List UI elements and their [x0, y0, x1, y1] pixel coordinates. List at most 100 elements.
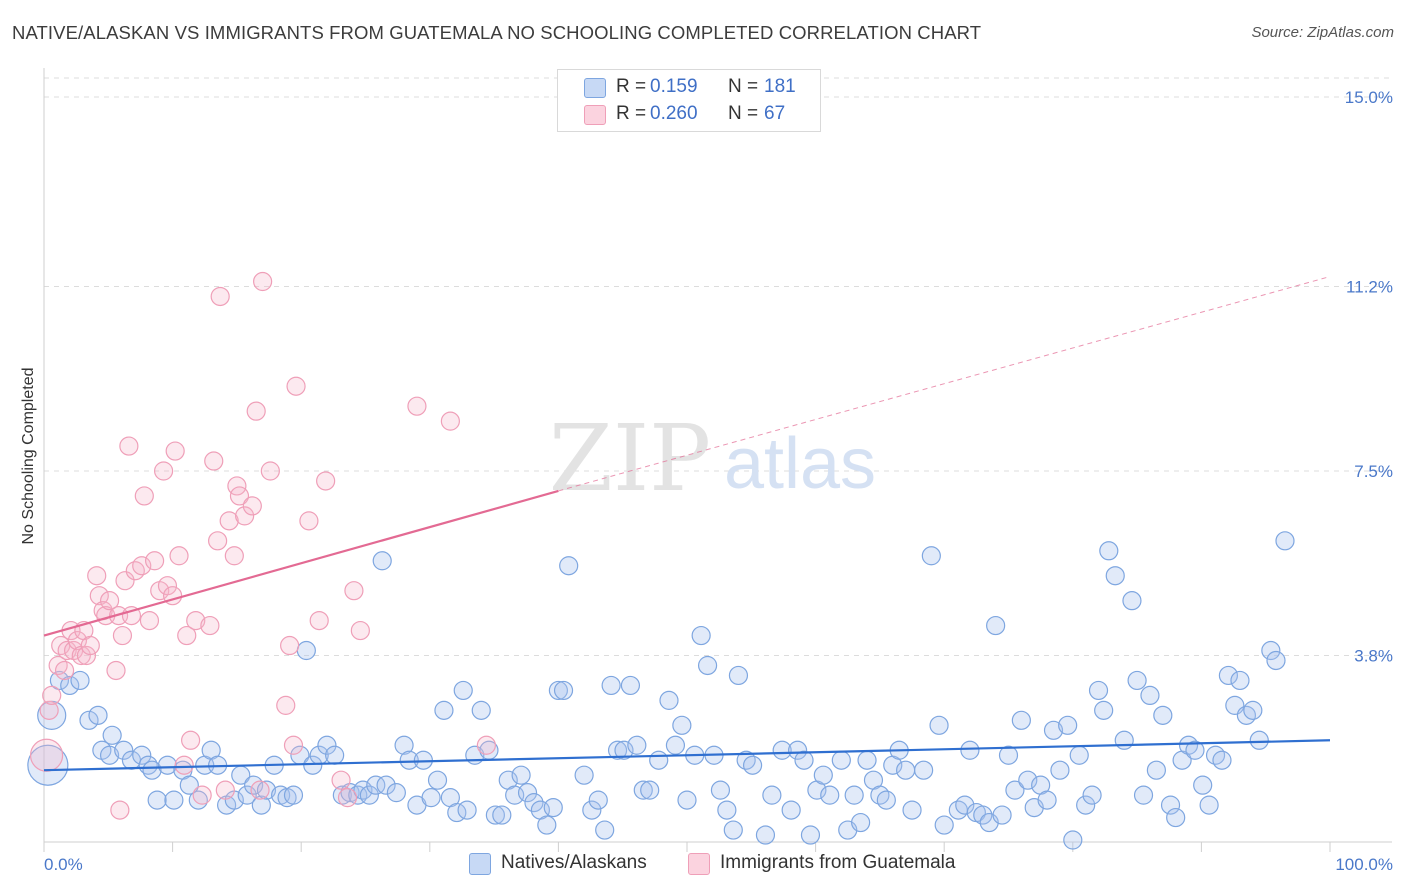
point-guatemala [125, 561, 145, 581]
point-natives [665, 735, 686, 755]
legend-n-label: N = [728, 103, 759, 124]
chart-title: NATIVE/ALASKAN VS IMMIGRANTS FROM GUATEM… [12, 22, 982, 43]
point-natives [1011, 710, 1031, 730]
point-natives [755, 825, 776, 845]
point-natives [421, 788, 441, 808]
point-guatemala [112, 625, 133, 646]
bottom-legend: Natives/Alaskans Immigrants from Guatema… [0, 852, 1406, 878]
point-guatemala [42, 685, 62, 706]
point-natives [524, 793, 544, 813]
point-natives [1275, 531, 1295, 551]
bottom-legend-swatch-natives [469, 853, 491, 875]
series-guatemala [29, 271, 496, 820]
point-guatemala [177, 625, 197, 646]
point-natives [394, 735, 414, 755]
axes [43, 68, 1392, 852]
point-natives [132, 745, 152, 765]
point-guatemala [87, 566, 107, 586]
trend-line-guatemala [43, 489, 559, 637]
point-natives [157, 755, 178, 775]
point-guatemala [169, 546, 189, 566]
point-natives [164, 790, 184, 810]
point-guatemala [219, 511, 239, 531]
point-natives [574, 765, 594, 785]
point-natives [717, 800, 737, 820]
point-natives [114, 740, 134, 760]
point-guatemala [119, 436, 139, 456]
point-natives [677, 790, 697, 810]
point-guatemala [337, 788, 358, 808]
point-guatemala [286, 376, 306, 396]
point-natives [142, 760, 162, 780]
point-natives [1261, 640, 1281, 661]
point-natives [1212, 750, 1232, 770]
data-points [27, 271, 1295, 850]
point-natives [553, 680, 574, 701]
point-natives [588, 790, 608, 810]
trend-lines [43, 276, 1331, 772]
point-guatemala [210, 286, 230, 307]
point-natives [960, 740, 980, 760]
point-natives [79, 710, 99, 730]
point-guatemala [99, 591, 120, 611]
point-natives [772, 740, 792, 760]
point-guatemala [106, 660, 126, 681]
point-natives [517, 783, 538, 803]
bottom-legend-label-natives: Natives/Alaskans [501, 852, 647, 873]
point-guatemala [276, 695, 296, 715]
point-natives [870, 785, 890, 805]
point-natives [640, 780, 660, 800]
point-natives [1266, 650, 1286, 671]
point-natives [762, 785, 782, 805]
point-guatemala [253, 271, 273, 292]
point-guatemala [39, 700, 59, 720]
y-tick-label: 15.0% [1345, 88, 1393, 107]
point-natives [813, 765, 833, 785]
point-natives [973, 805, 993, 825]
y-tick-label: 3.8% [1354, 647, 1393, 666]
point-natives [147, 790, 167, 810]
point-natives [857, 750, 877, 770]
bottom-legend-label-guatemala: Immigrants from Guatemala [720, 852, 956, 873]
point-natives [434, 700, 454, 720]
point-guatemala [224, 546, 244, 566]
legend-r-value: 0.260 [650, 103, 698, 124]
point-natives [820, 785, 840, 805]
point-natives [914, 760, 934, 780]
point-guatemala [181, 730, 201, 750]
point-natives [614, 740, 634, 760]
point-natives [102, 725, 122, 745]
point-guatemala [54, 660, 75, 681]
point-guatemala [110, 800, 130, 820]
point-natives [934, 815, 954, 835]
point-natives [1018, 770, 1038, 790]
point-guatemala [89, 586, 109, 606]
point-natives [1050, 760, 1070, 780]
point-guatemala [134, 486, 154, 506]
point-guatemala [132, 556, 152, 576]
legend-r-value: 0.159 [650, 76, 698, 97]
point-natives [1166, 807, 1186, 828]
point-guatemala [80, 635, 100, 656]
point-guatemala [331, 770, 351, 790]
point-natives [372, 551, 392, 571]
legend-n-value: 181 [764, 76, 796, 97]
point-natives [244, 775, 264, 795]
point-natives [179, 775, 199, 795]
point-natives [902, 800, 922, 820]
point-natives [627, 735, 647, 755]
point-natives [1082, 785, 1102, 805]
series-natives [27, 531, 1295, 850]
point-natives [742, 755, 763, 775]
point-natives [453, 680, 473, 701]
point-natives [1230, 670, 1250, 691]
point-guatemala [165, 441, 185, 461]
point-guatemala [76, 645, 97, 666]
point-natives [992, 805, 1012, 825]
point-guatemala [235, 506, 255, 526]
point-guatemala [229, 486, 250, 506]
point-natives [296, 640, 316, 661]
point-guatemala [246, 401, 266, 421]
point-natives [1069, 745, 1089, 765]
